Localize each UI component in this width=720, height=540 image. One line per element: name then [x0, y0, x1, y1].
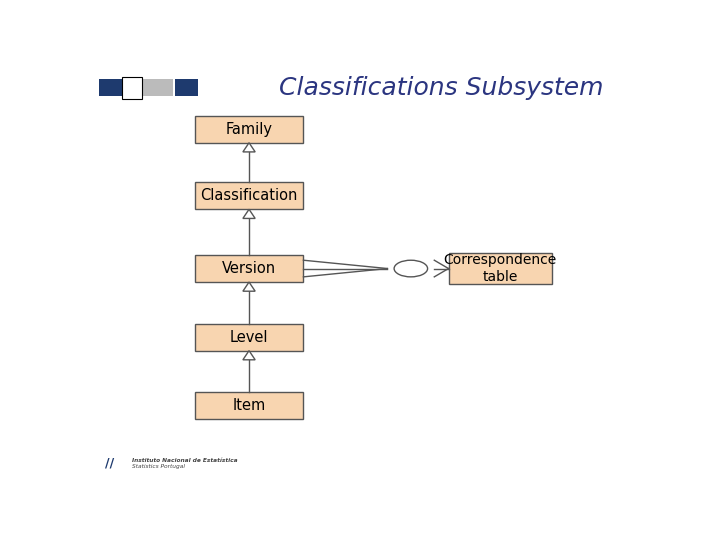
Polygon shape: [243, 210, 255, 219]
Polygon shape: [243, 143, 255, 152]
Text: Level: Level: [230, 329, 269, 345]
FancyBboxPatch shape: [449, 253, 552, 284]
Polygon shape: [243, 350, 255, 360]
FancyBboxPatch shape: [194, 183, 303, 210]
Text: Statistics Portugal: Statistics Portugal: [132, 463, 185, 469]
Text: Family: Family: [225, 122, 273, 137]
FancyBboxPatch shape: [122, 77, 142, 99]
Text: //: //: [105, 457, 114, 470]
Ellipse shape: [394, 260, 428, 277]
FancyBboxPatch shape: [99, 78, 122, 96]
Text: Classification: Classification: [200, 188, 297, 203]
Text: Item: Item: [233, 399, 266, 413]
Polygon shape: [243, 282, 255, 291]
FancyBboxPatch shape: [194, 323, 303, 350]
FancyBboxPatch shape: [124, 78, 140, 96]
FancyBboxPatch shape: [142, 78, 173, 96]
FancyBboxPatch shape: [194, 392, 303, 419]
Text: Correspondence
table: Correspondence table: [444, 253, 557, 284]
FancyBboxPatch shape: [175, 78, 198, 96]
Text: Version: Version: [222, 261, 276, 276]
FancyBboxPatch shape: [194, 116, 303, 143]
FancyBboxPatch shape: [194, 255, 303, 282]
Text: Instituto Nacional de Estatística: Instituto Nacional de Estatística: [132, 458, 238, 463]
Text: Classifications Subsystem: Classifications Subsystem: [279, 76, 604, 100]
